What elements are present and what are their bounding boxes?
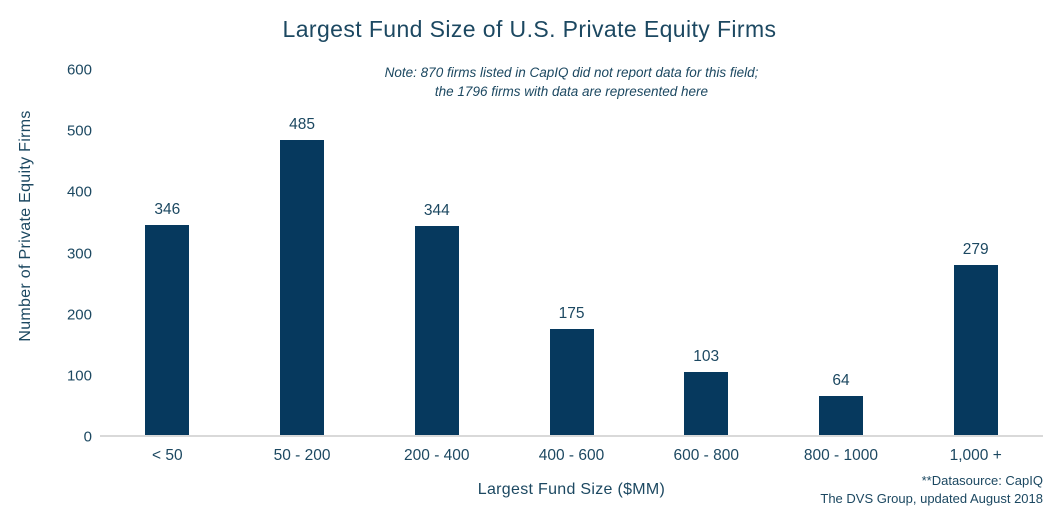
bar-group: 279 [908, 70, 1043, 435]
chart-note-line1: Note: 870 firms listed in CapIQ did not … [384, 65, 759, 80]
bars: 346 485 344 175 103 64 279 [100, 70, 1043, 435]
x-labels: < 50 50 - 200 200 - 400 400 - 600 600 - 800 8… [100, 447, 1043, 465]
bar-group: 64 [774, 70, 909, 435]
bar [145, 224, 190, 435]
y-axis-tick-label: 100 [66, 367, 92, 385]
y-axis-tick-label: 600 [66, 61, 92, 79]
source-note: **Datasource: CapIQ The DVS Group, updat… [820, 472, 1043, 507]
bar [818, 396, 863, 435]
chart-note-line2: the 1796 firms with data are represented… [434, 84, 709, 99]
bar-group: 103 [639, 70, 774, 435]
plot-area: 346 485 344 175 103 64 279 [100, 70, 1043, 437]
y-axis-tick-label: 0 [83, 428, 92, 446]
bar [280, 139, 325, 435]
bar-value-label: 346 [154, 200, 181, 218]
chart-title: Largest Fund Size of U.S. Private Equity… [282, 16, 777, 42]
bar-value-label: 485 [289, 115, 316, 133]
y-axis-tick-label: 500 [66, 122, 92, 140]
y-axis-tick-label: 200 [66, 306, 92, 324]
y-axis-tick-label: 300 [66, 245, 92, 262]
chart-note: Note: 870 firms listed in CapIQ did not … [100, 63, 1043, 101]
x-axis-tick-label: 400 - 600 [538, 447, 605, 464]
x-axis-title: Largest Fund Size ($MM) [477, 481, 666, 498]
y-ticks: 0 100 200 300 400 500 600 [0, 62, 92, 446]
x-axis-tick-label: 50 - 200 [273, 447, 331, 464]
bar [414, 225, 459, 435]
source-line2: The DVS Group, updated August 2018 [820, 490, 1043, 506]
bar [684, 372, 729, 435]
bar [953, 265, 998, 435]
bar-group: 485 [235, 70, 370, 435]
x-axis-tick-label: 600 - 800 [673, 447, 739, 464]
x-axis-tick-label: 1,000 + [949, 447, 1002, 464]
source-line1: **Datasource: CapIQ [921, 473, 1043, 488]
bar-group: 346 [100, 70, 235, 435]
bar-value-label: 279 [962, 241, 989, 259]
bar-group: 175 [504, 70, 639, 435]
bar-value-label: 103 [693, 348, 720, 366]
bar-value-label: 175 [558, 304, 585, 322]
x-axis-tick-label: 800 - 1000 [803, 447, 879, 464]
y-axis-tick-label: 400 [66, 183, 92, 201]
bar-group: 344 [369, 70, 504, 435]
bar-value-label: 344 [423, 201, 450, 219]
bar [549, 328, 594, 435]
x-axis-tick-label: 200 - 400 [404, 447, 470, 464]
bar-value-label: 64 [832, 372, 850, 390]
x-axis-tick-label: < 50 [152, 447, 183, 464]
